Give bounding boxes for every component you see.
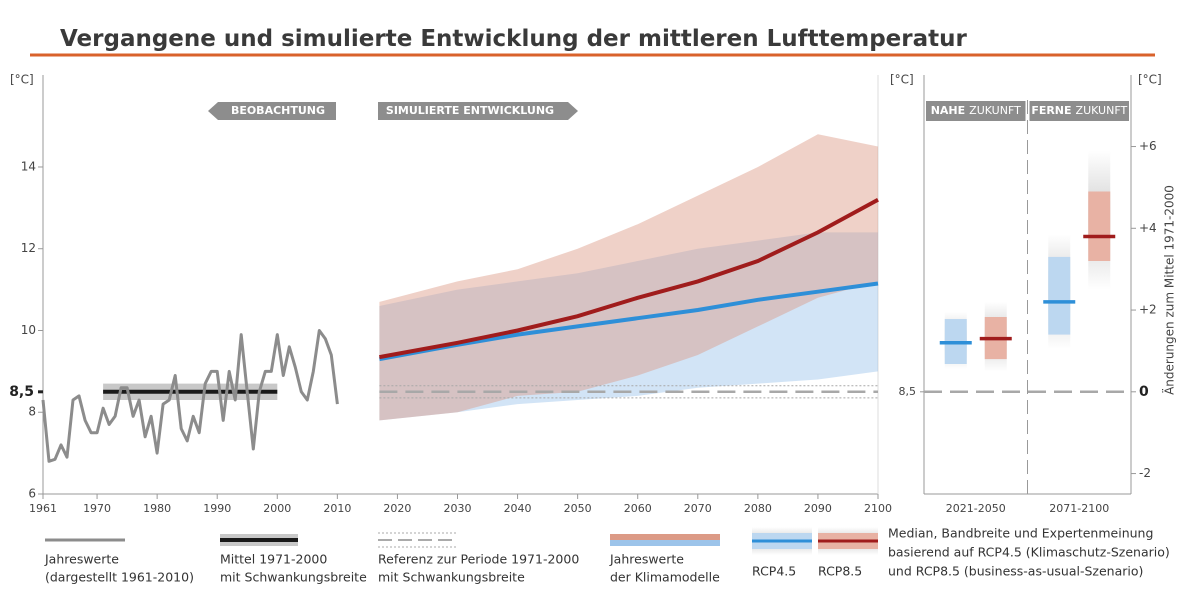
legend-text: Referenz zur Periode 1971-2000 <box>378 552 579 567</box>
header-text: NAHE ZUKUNFT <box>931 104 1021 117</box>
y-tick-label: 10 <box>21 323 36 337</box>
y2-unit: [°C] <box>1138 73 1162 87</box>
x-tick-label: 2010 <box>323 502 351 515</box>
header-box <box>926 101 1026 121</box>
model-band <box>379 232 878 421</box>
legend-text: RCP4.5 <box>752 564 796 579</box>
arrow-right <box>378 102 578 120</box>
header-rest: ZUKUNFT <box>1076 104 1128 117</box>
legend: Jahreswerte (dargestellt 1961-2010) Mitt… <box>44 526 1170 585</box>
x-tick-label: 2070 <box>684 502 712 515</box>
y2-tick-label: 0 <box>1139 384 1149 400</box>
legend-symbol <box>610 540 720 546</box>
y-tick-label: 12 <box>21 241 36 255</box>
legend-text: Median, Bandbreite und Expertenmeinung <box>888 526 1153 541</box>
y2-tick-label: -2 <box>1139 466 1151 480</box>
title: Vergangene und simulierte Entwicklung de… <box>60 26 968 52</box>
y-unit: [°C] <box>890 73 914 87</box>
legend-text: der Klimamodelle <box>610 570 720 585</box>
x-tick-label: 1961 <box>29 502 57 515</box>
legend-text: Jahreswerte <box>44 552 119 567</box>
likely-range <box>1048 256 1071 335</box>
legend-text: Mittel 1971-2000 <box>220 552 327 567</box>
model-median <box>379 281 879 362</box>
x-tick-label: 2060 <box>624 502 652 515</box>
simulated-label: SIMULIERTE ENTWICKLUNG <box>386 104 554 117</box>
x-tick-label: 1990 <box>203 502 231 515</box>
x-tick-label: 2030 <box>443 502 471 515</box>
y-tick-label: 14 <box>21 159 36 173</box>
x-tick-label: 2020 <box>383 502 411 515</box>
legend-symbol <box>610 534 720 540</box>
y2-label: Änderungen zum Mittel 1971-2000 <box>1162 185 1177 395</box>
x-tick-label: 2071-2100 <box>1049 502 1109 515</box>
legend-text: mit Schwankungsbreite <box>220 570 367 585</box>
y-tick-label: 6 <box>28 487 36 501</box>
x-tick-label: 2090 <box>804 502 832 515</box>
legend-text: und RCP8.5 (business-as-usual-Szenario) <box>888 564 1143 579</box>
legend-text: RCP8.5 <box>818 564 862 579</box>
x-tick-label: 2040 <box>504 502 532 515</box>
header-bold: FERNE <box>1031 104 1071 117</box>
observed-label: BEOBACHTUNG <box>231 104 325 117</box>
y-tick-label: 8,5 <box>899 385 917 398</box>
model-band <box>379 134 878 421</box>
x-tick-label: 2000 <box>263 502 291 515</box>
legend-text: Jahreswerte <box>609 552 684 567</box>
x-tick-label: 2050 <box>564 502 592 515</box>
x-tick-label: 2080 <box>744 502 772 515</box>
header-box <box>1029 101 1129 121</box>
header-text: FERNE ZUKUNFT <box>1031 104 1127 117</box>
header-bold: NAHE <box>931 104 965 117</box>
y2-tick-label: +6 <box>1139 139 1157 153</box>
observed-line <box>41 329 339 463</box>
header-rest: ZUKUNFT <box>969 104 1021 117</box>
likely-range <box>1088 191 1111 261</box>
x-tick-label: 1970 <box>83 502 111 515</box>
x-tick-label: 2100 <box>864 502 892 515</box>
x-tick-label: 1980 <box>143 502 171 515</box>
legend-text: (dargestellt 1961-2010) <box>45 570 194 585</box>
y2-tick-label: +4 <box>1139 221 1157 235</box>
y2-tick-label: +2 <box>1139 303 1157 317</box>
x-tick-label: 2021-2050 <box>946 502 1006 515</box>
model-median <box>379 197 879 360</box>
y-tick-label: 8 <box>28 405 36 419</box>
legend-text: mit Schwankungsbreite <box>378 570 525 585</box>
y-tick-label: 8,5 <box>9 384 34 400</box>
legend-text: basierend auf RCP4.5 (Klimaschutz-Szenar… <box>888 545 1170 560</box>
y-unit: [°C] <box>10 73 34 87</box>
arrow-left <box>208 102 336 120</box>
